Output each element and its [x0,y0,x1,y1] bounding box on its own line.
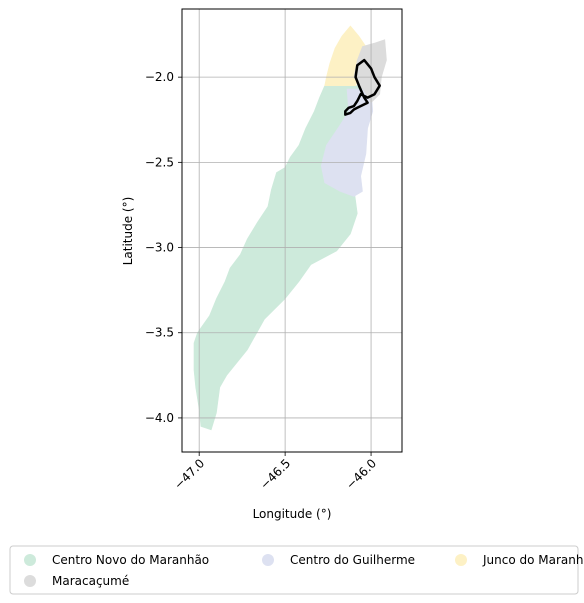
plot-frame [181,8,403,453]
x-axis-label: Longitude (°) [253,507,332,521]
x-tick-label-1: −46.5 [257,456,293,492]
y-tick-label-3: −3.5 [145,326,174,340]
legend-marker-1 [262,554,274,566]
legend-label-0: Centro Novo do Maranhão [52,553,209,567]
y-tick-label-1: −2.5 [145,155,174,169]
legend-marker-0 [24,554,36,566]
legend-marker-2 [455,554,467,566]
legend-frame [9,545,579,595]
y-axis-label: Latitude (°) [121,197,135,266]
y-tick-label-0: −2.0 [145,70,174,84]
x-tick-label-2: −46.0 [343,456,379,492]
legend-label-1: Centro do Guilherme [290,553,415,567]
y-tick-label-2: −3.0 [145,241,174,255]
plot-area [182,9,402,452]
legend-marker-3 [24,575,36,587]
x-tick-label-0: −47.0 [171,456,207,492]
legend-label-2: Junco do Maranhão [482,553,584,567]
legend-label-3: Maracaçumé [52,574,129,588]
y-tick-label-4: −4.0 [145,411,174,425]
legend: Centro Novo do Maranhão Centro do Guilher… [9,545,584,595]
highlight-outline [344,58,381,116]
